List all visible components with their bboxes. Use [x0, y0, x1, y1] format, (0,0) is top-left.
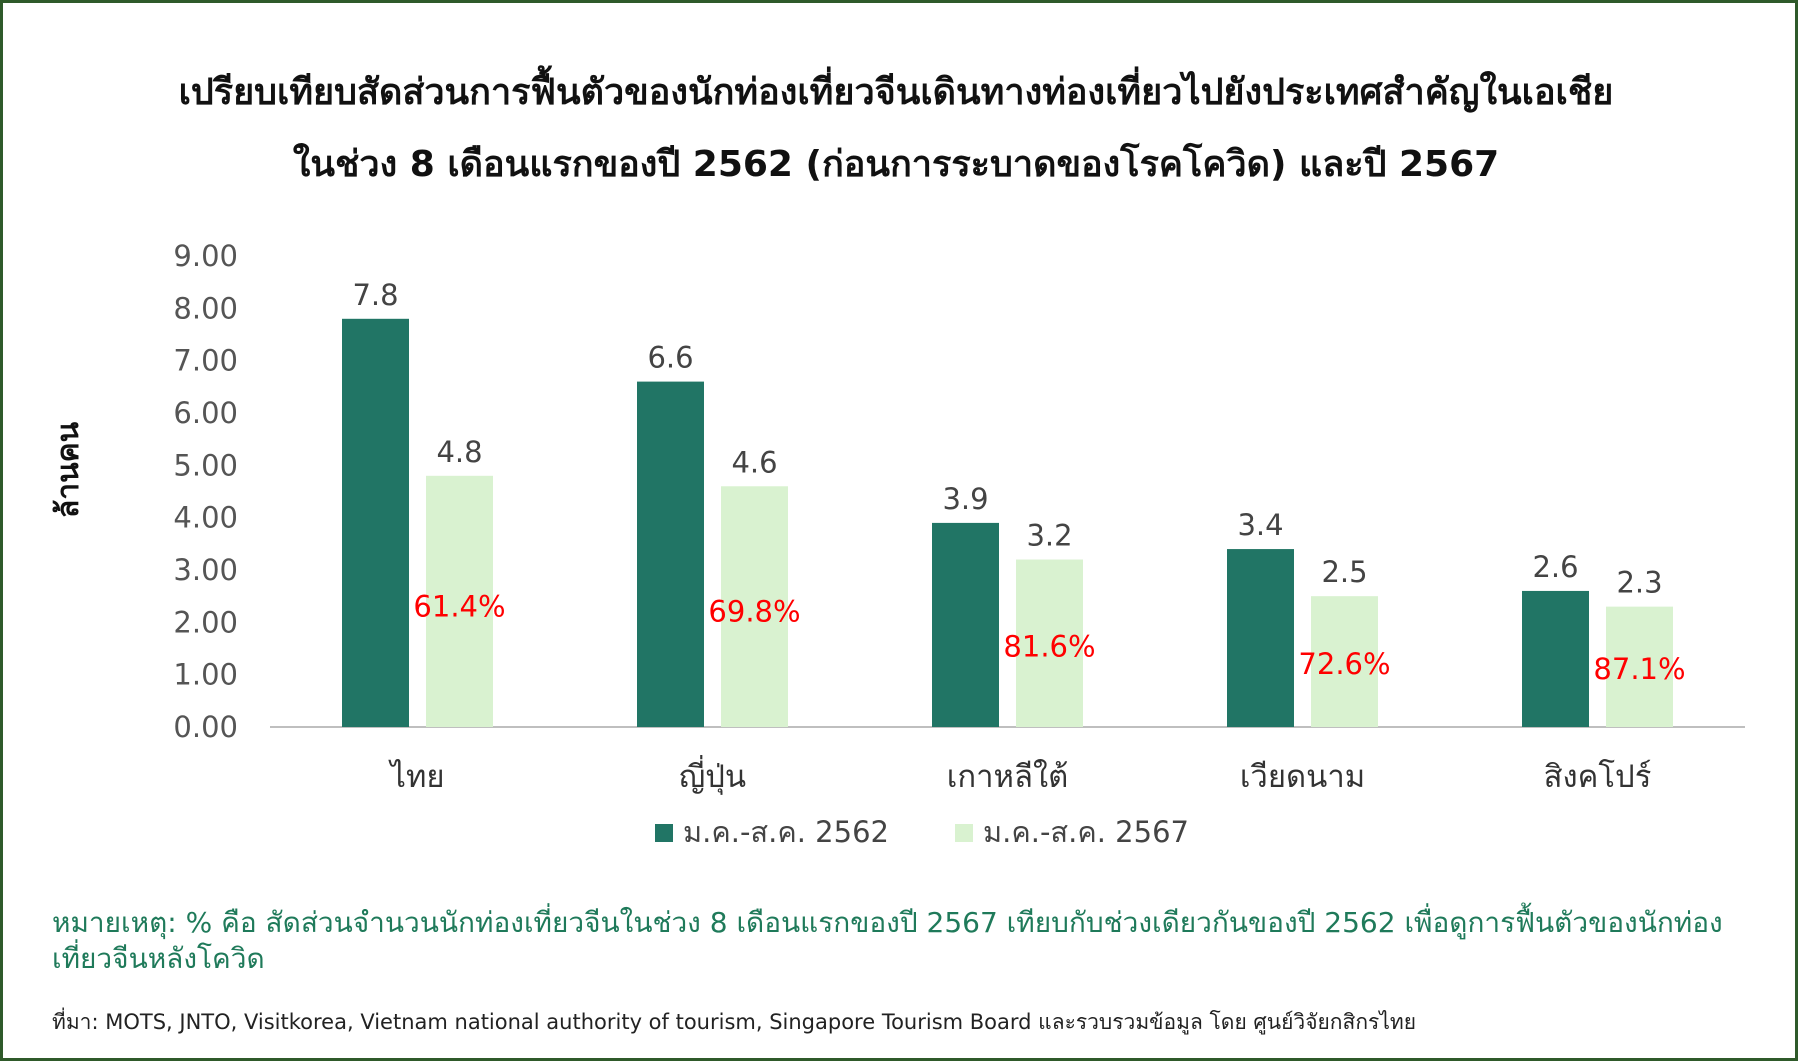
legend-label: ม.ค.-ส.ค. 2562 — [683, 815, 889, 849]
y-tick-label: 6.00 — [173, 396, 238, 430]
bar-2562 — [932, 522, 999, 727]
y-tick-label: 5.00 — [173, 448, 238, 482]
recovery-percent-label: 72.6% — [1298, 647, 1390, 681]
data-label-2562: 3.9 — [942, 482, 988, 516]
x-tick-label: ไทย — [387, 759, 444, 795]
chart-source: ที่มา: MOTS, JNTO, Visitkorea, Vietnam n… — [52, 1010, 1417, 1034]
data-label-2567: 4.6 — [731, 445, 777, 479]
bar-2567 — [1016, 559, 1083, 727]
chart-note: หมายเหตุ: % คือ สัดส่วนจำนวนนักท่องเที่ย… — [52, 906, 1723, 975]
chart-title: เปรียบเทียบสัดส่วนการฟื้นตัวของนักท่องเท… — [178, 72, 1614, 113]
data-label-2562: 7.8 — [352, 278, 398, 312]
y-axis-label: ล้านคน — [51, 421, 86, 518]
x-tick-label: ญี่ปุ่น — [679, 755, 746, 796]
bar-2567 — [721, 486, 788, 727]
data-label-2562: 3.4 — [1237, 508, 1283, 542]
legend-label: ม.ค.-ส.ค. 2567 — [983, 815, 1189, 849]
chart-subtitle: ในช่วง 8 เดือนแรกของปี 2562 (ก่อนการระบา… — [292, 144, 1500, 185]
y-tick-label: 9.00 — [173, 239, 238, 273]
data-label-2562: 2.6 — [1532, 550, 1578, 584]
bar-2567 — [1311, 596, 1378, 727]
recovery-percent-label: 61.4% — [413, 589, 505, 623]
data-label-2567: 2.3 — [1616, 566, 1662, 600]
legend-swatch — [955, 824, 973, 842]
data-label-2567: 4.8 — [436, 435, 482, 469]
data-label-2567: 2.5 — [1321, 555, 1367, 589]
y-tick-label: 2.00 — [173, 605, 238, 639]
bar-chart: 0.00 1.00 2.00 3.00 4.00 5.00 6.00 7.00 8.00 9.00… — [51, 239, 1745, 849]
y-tick-label: 3.00 — [173, 553, 238, 587]
data-label-2562: 6.6 — [647, 341, 693, 375]
y-tick-label: 8.00 — [173, 291, 238, 325]
y-tick-label: 0.00 — [173, 710, 238, 744]
bar-2567 — [1606, 606, 1673, 727]
bar-2567 — [426, 475, 493, 727]
y-tick-label: 1.00 — [173, 658, 238, 692]
bar-2562 — [342, 318, 409, 727]
bar-2562 — [1522, 590, 1589, 727]
x-tick-label: เวียดนาม — [1240, 759, 1365, 795]
data-label-2567: 3.2 — [1026, 519, 1072, 553]
y-tick-label: 4.00 — [173, 501, 238, 535]
recovery-percent-label: 87.1% — [1593, 652, 1685, 686]
recovery-percent-label: 81.6% — [1003, 630, 1095, 664]
x-tick-label: สิงคโปร์ — [1544, 759, 1652, 795]
y-tick-label: 7.00 — [173, 344, 238, 378]
recovery-percent-label: 69.8% — [708, 594, 800, 628]
x-tick-label: เกาหลีใต้ — [947, 759, 1068, 795]
legend-swatch — [655, 824, 673, 842]
bar-2562 — [637, 381, 704, 727]
bar-2562 — [1227, 549, 1294, 727]
